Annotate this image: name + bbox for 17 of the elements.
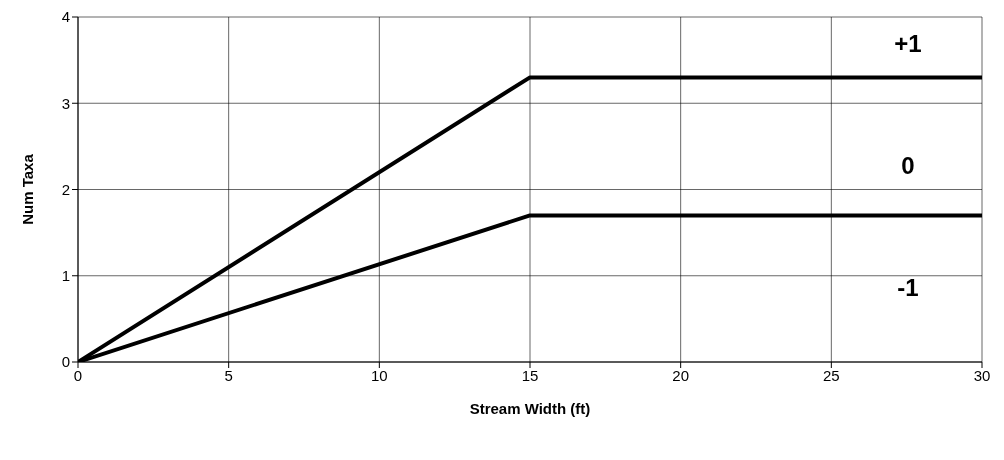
annotation: -1 xyxy=(896,274,920,302)
y-axis-title: Num Taxa xyxy=(19,153,37,225)
x-tick-label: 30 xyxy=(973,366,991,384)
y-tick-label: 1 xyxy=(61,267,70,285)
x-tick-label: 10 xyxy=(370,366,388,384)
x-axis-title: Stream Width (ft) xyxy=(469,400,591,417)
x-tick-label: 25 xyxy=(822,366,840,384)
x-tick-label: 0 xyxy=(73,366,83,384)
annotation: 0 xyxy=(900,152,916,180)
y-tick-label: 2 xyxy=(61,180,70,198)
x-tick-label: 5 xyxy=(224,366,233,384)
x-tick-label: 20 xyxy=(672,366,690,384)
y-tick-label: 0 xyxy=(61,353,70,371)
y-tick-label: 3 xyxy=(61,94,70,112)
x-tick-label: 15 xyxy=(521,366,539,384)
annotation: +1 xyxy=(893,30,923,58)
y-tick-label: 4 xyxy=(61,8,70,26)
